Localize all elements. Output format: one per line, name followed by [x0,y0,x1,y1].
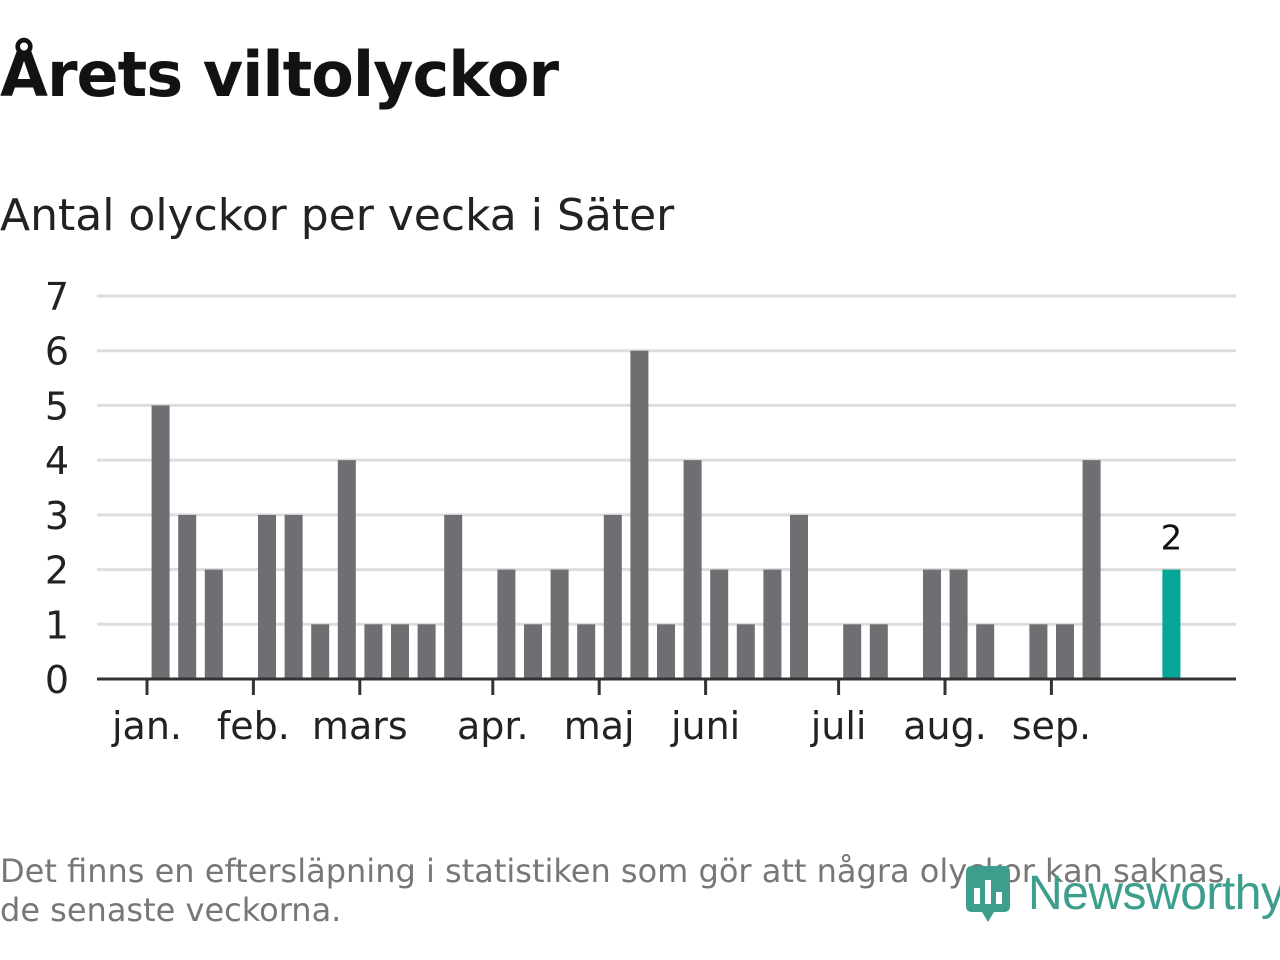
newsworthy-logo-text: Newsworthy [1028,866,1280,920]
y-tick-label: 4 [45,439,69,483]
bar [603,514,622,679]
bar [258,514,276,679]
bar [417,624,436,679]
newsworthy-logo: Newsworthy [962,862,1280,924]
footnote: Det finns en eftersläpning i statistiken… [0,852,1225,929]
bar [1082,460,1101,679]
bar [337,460,356,679]
bar [790,514,808,679]
y-tick-label: 6 [45,330,69,374]
bar [577,624,596,679]
data-label: 2 [1161,519,1183,559]
x-tick-label: aug. [903,704,987,748]
bar [497,569,516,679]
x-tick-label: feb. [217,704,290,748]
bar [763,569,782,679]
x-tick-label: juni [670,704,740,748]
y-tick-label: 5 [45,384,69,428]
bar [949,569,968,679]
x-tick-label: jan. [111,704,182,748]
bar [444,514,463,679]
chart-subtitle: Antal olyckor per vecka i Säter [0,190,675,241]
x-tick-label: apr. [457,704,529,748]
bar [311,624,330,679]
bar [364,624,383,679]
bar [843,624,862,679]
bar [657,624,675,679]
bar [151,405,170,679]
bar [204,569,223,679]
x-tick-label: juli [810,704,867,748]
bar [869,624,888,679]
bar [178,514,197,679]
bar [710,569,729,679]
x-tick-label: mars [312,704,408,748]
y-tick-label: 2 [45,549,69,593]
y-tick-label: 0 [45,658,69,702]
bar [1029,624,1048,679]
bar [391,624,409,679]
bar [683,460,702,679]
bar [976,624,995,679]
chart-title: Årets viltolyckor [0,38,559,111]
y-tick-label: 3 [45,494,69,538]
y-tick-label: 7 [45,275,69,319]
y-tick-label: 1 [45,603,69,647]
bar [1056,624,1074,679]
bar-highlight [1162,569,1181,679]
bar [736,624,755,679]
x-tick-label: sep. [1012,704,1091,748]
bar [524,624,542,679]
bar [284,514,303,679]
bar [923,569,941,679]
x-tick-label: maj [564,704,635,748]
bar [550,569,569,679]
bar [630,350,649,679]
newsworthy-logo-icon [966,866,1010,922]
bar-chart: 0 1 2 3 4 5 6 7 2 jan. feb. mars apr. maj juni juli aug.… [45,275,1236,748]
